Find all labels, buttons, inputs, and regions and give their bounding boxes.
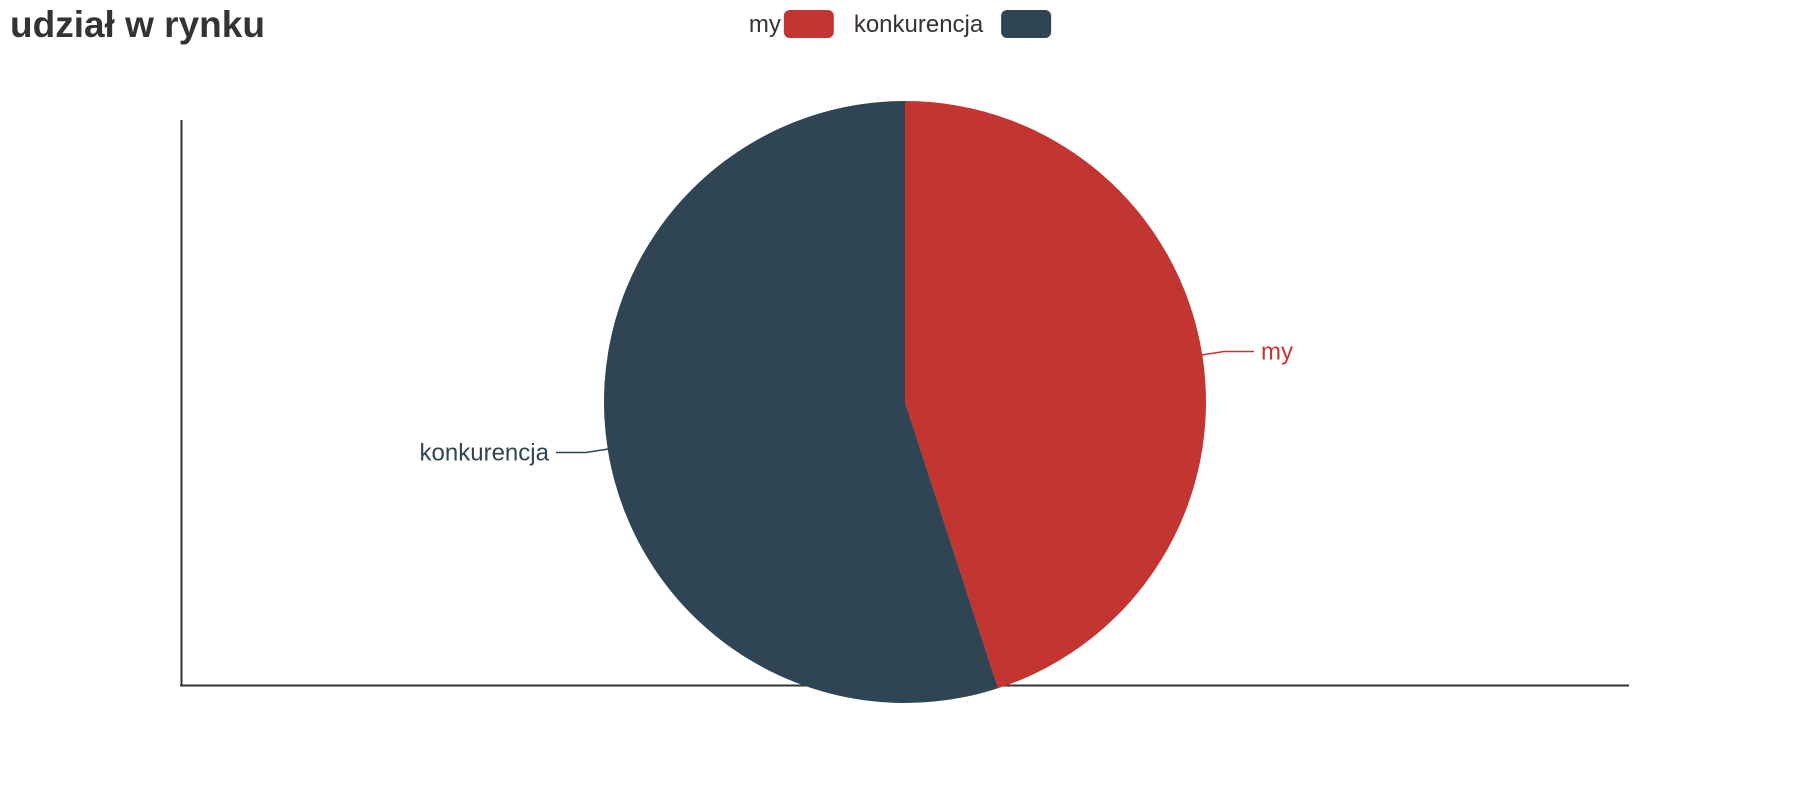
pie-slice-my[interactable] xyxy=(905,101,1206,689)
slice-label-konkurencja: konkurencja xyxy=(420,440,550,467)
legend-swatch-konkurencja xyxy=(1001,10,1052,38)
leader-line-my xyxy=(1199,350,1255,357)
legend-item-my[interactable]: my xyxy=(749,10,834,38)
slice-label-my: my xyxy=(1261,338,1293,365)
legend-label-my: my xyxy=(749,11,781,38)
legend[interactable]: my konkurencja xyxy=(749,10,1052,38)
pie-slices xyxy=(603,101,1206,704)
pie-slice-konkurencja[interactable] xyxy=(603,101,999,704)
legend-item-konkurencja[interactable]: konkurencja xyxy=(854,10,1052,38)
legend-label-konkurencja: konkurencja xyxy=(854,11,984,38)
chart-title: udział w rynku xyxy=(10,4,265,45)
slice-labels: my konkurencja xyxy=(420,338,1293,466)
legend-swatch-my xyxy=(783,10,834,38)
leader-line-konkurencja xyxy=(555,447,611,454)
